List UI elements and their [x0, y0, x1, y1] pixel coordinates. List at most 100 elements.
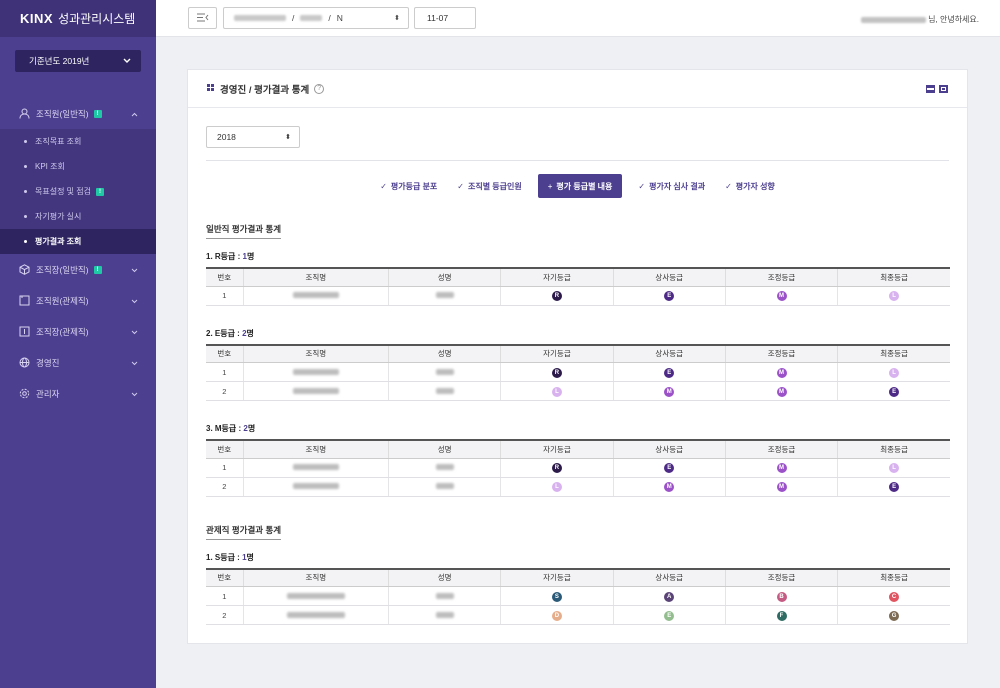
table-header-row: 번호 조직명 성명 자기등급 상사등급 조정등급 최종등급: [206, 439, 950, 459]
sidebar-item[interactable]: 관리자: [0, 378, 156, 409]
submenu-item[interactable]: 자기평가 실시: [0, 204, 156, 229]
grade-cell: R: [500, 286, 614, 306]
column-header: 번호: [206, 267, 244, 287]
table-row[interactable]: 2 D E F G: [206, 605, 950, 625]
grade-group-title: 3. M등급 : 2명: [206, 423, 949, 434]
person-name-cell: [387, 458, 501, 478]
bullet-dot: [24, 240, 27, 243]
user-greeting: 님, 안녕하세요.: [861, 14, 979, 25]
date-field[interactable]: 11-07: [414, 7, 476, 29]
column-header: 조직명: [242, 439, 389, 459]
sidebar-item[interactable]: 조직원(일반직)!: [0, 98, 156, 129]
grade-badge: L: [889, 463, 900, 473]
grade-cell: E: [837, 381, 950, 401]
column-header: 최종등급: [837, 267, 950, 287]
grade-badge: L: [889, 367, 900, 378]
tab-1[interactable]: ✓ 평가등급 분포: [370, 174, 447, 198]
row-number: 2: [206, 381, 244, 401]
grade-badge: D: [551, 610, 562, 621]
table-row[interactable]: 2 L M M E: [206, 477, 950, 497]
org-name-blurred: [286, 611, 345, 618]
column-header: 상사등급: [612, 267, 726, 287]
person-name-blurred: [435, 368, 454, 375]
gear-icon: [18, 388, 30, 400]
separator: /: [292, 13, 295, 23]
base-year-select[interactable]: 기준년도 2019년: [15, 50, 141, 72]
year-select[interactable]: 2018 ⬍: [206, 126, 300, 148]
grade-cell: G: [837, 605, 950, 625]
grade-table: 번호 조직명 성명 자기등급 상사등급 조정등급 최종등급 1 S A B C 2 D E F G: [206, 567, 950, 625]
grade-badge: M: [776, 386, 787, 397]
check-icon: ✓: [725, 181, 732, 191]
column-header: 성명: [387, 439, 501, 459]
tab-label: 평가 등급별 내용: [556, 181, 613, 191]
sidebar-item[interactable]: 조직원(관제직): [0, 285, 156, 316]
app-logo[interactable]: KINX 성과관리시스템: [0, 0, 156, 37]
grade-cell: B: [724, 586, 838, 606]
grade-cell: S: [500, 586, 614, 606]
greeting-text: 님, 안녕하세요.: [928, 15, 979, 24]
alert-badge: !: [93, 265, 102, 274]
table-header-row: 번호 조직명 성명 자기등급 상사등급 조정등급 최종등급: [206, 343, 950, 363]
sidebar-item[interactable]: 경영진: [0, 347, 156, 378]
help-icon[interactable]: ?: [314, 83, 325, 94]
sidebar-toggle-button[interactable]: [188, 7, 217, 29]
org-name-cell: [242, 477, 389, 497]
row-number: 1: [206, 362, 244, 382]
org-select[interactable]: / / N ⬍: [223, 7, 409, 29]
square-icon: [18, 295, 30, 307]
tab-4[interactable]: ✓ 평가자 심사 결과: [628, 174, 715, 198]
grade-badge: C: [889, 591, 900, 602]
sidebar-item[interactable]: 조직장(관제직): [0, 316, 156, 347]
grade-badge: M: [776, 367, 787, 378]
person-name-blurred: [435, 611, 454, 618]
column-header: 자기등급: [500, 439, 614, 459]
grade-badge: F: [776, 610, 787, 621]
org-name-blurred: [292, 464, 339, 470]
row-number: 1: [206, 586, 244, 606]
grade-badge: G: [889, 610, 900, 621]
submenu-item[interactable]: 조직목표 조회: [0, 129, 156, 154]
grade-cell: M: [724, 458, 838, 478]
grade-cell: E: [612, 605, 726, 625]
table-row[interactable]: 2 L M M E: [206, 381, 950, 401]
grade-cell: M: [724, 286, 838, 306]
grade-badge: M: [776, 463, 787, 473]
table-row[interactable]: 1 R E M L: [206, 362, 950, 382]
minimize-icon[interactable]: [926, 85, 935, 95]
sidebar-item-label: 조직장(관제직): [36, 326, 89, 337]
grade-table: 번호 조직명 성명 자기등급 상사등급 조정등급 최종등급 1 R E M L 2 L M M E: [206, 439, 950, 497]
table-row[interactable]: 1 S A B C: [206, 586, 950, 606]
grade-badge: E: [664, 367, 675, 378]
table-row[interactable]: 1 R E M L: [206, 458, 950, 478]
column-header: 최종등급: [837, 439, 950, 459]
grade-cell: E: [837, 477, 950, 497]
tab-3[interactable]: + 평가 등급별 내용: [537, 174, 623, 198]
table-row[interactable]: 1 R E M L: [206, 286, 950, 306]
submenu-item[interactable]: 목표설정 및 점검!: [0, 179, 156, 204]
tab-2[interactable]: ✓ 조직별 등급인원: [447, 174, 531, 198]
grade-badge: E: [664, 610, 675, 621]
plus-icon: +: [547, 181, 553, 191]
grade-cell: M: [724, 362, 838, 382]
grade-badge: S: [551, 591, 562, 602]
grade-cell: L: [837, 458, 950, 478]
user-icon: [18, 108, 30, 120]
section-title: 일반직 평가결과 통계: [206, 223, 282, 239]
chevron-up-icon: [131, 109, 138, 119]
grade-cell: M: [724, 381, 838, 401]
check-icon: ✓: [638, 181, 646, 191]
cube-icon: [18, 264, 30, 276]
submenu-item[interactable]: KPI 조회: [0, 154, 156, 179]
tab-5[interactable]: ✓ 평가자 성향: [715, 174, 785, 198]
column-header: 자기등급: [500, 267, 614, 287]
submenu-item[interactable]: 평가결과 조회: [0, 229, 156, 254]
person-name-blurred: [435, 292, 454, 298]
maximize-icon[interactable]: [939, 85, 948, 95]
row-number: 2: [206, 477, 244, 497]
submenu-item-label: 조직목표 조회: [35, 137, 82, 146]
grade-cell: E: [612, 458, 726, 478]
sidebar-item[interactable]: 조직장(일반직)!: [0, 254, 156, 285]
chevron-down-icon: [123, 56, 131, 66]
grade-badge: E: [889, 482, 900, 492]
